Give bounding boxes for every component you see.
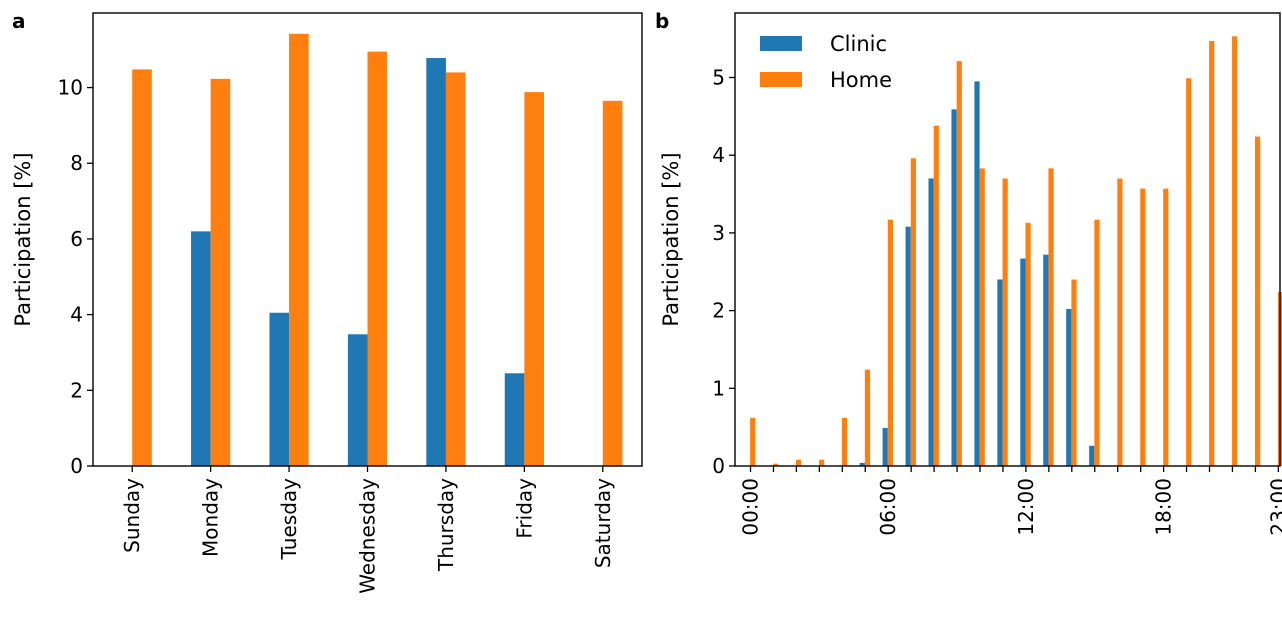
bar-home-hour-11 — [1002, 178, 1008, 467]
x-tick-label: Tuesday — [277, 478, 301, 561]
bar-home-hour-16 — [1117, 178, 1123, 467]
bar-clinic-friday — [504, 373, 525, 466]
bar-clinic-hour-13 — [1043, 254, 1049, 466]
bar-home-hour-0 — [750, 417, 756, 466]
bar-clinic-hour-15 — [1089, 445, 1095, 466]
bar-home-hour-17 — [1140, 188, 1146, 467]
legend: Clinic Home — [760, 32, 892, 92]
x-tick-label: Friday — [512, 478, 536, 539]
bar-home-friday — [524, 92, 544, 466]
bar-home-sunday — [132, 69, 152, 466]
plot-frame — [734, 12, 1281, 467]
y-tick-label: 2 — [712, 299, 725, 323]
bar-clinic-monday — [191, 231, 211, 466]
bar-clinic-hour-8 — [928, 178, 934, 467]
x-tick-label: 18:00 — [1152, 478, 1176, 536]
bar-clinic-hour-14 — [1066, 309, 1072, 466]
panel-a: a Sunday Monday Tuesday Wednesday Thursday Fr… — [11, 9, 643, 594]
bar-home-hour-13 — [1048, 168, 1054, 467]
bar-clinic-hour-9 — [951, 109, 957, 466]
y-tick-label: 1 — [712, 376, 725, 400]
x-tick-label: Thursday — [434, 478, 458, 572]
bar-home-hour-9 — [956, 61, 962, 466]
bar-home-hour-4 — [841, 417, 848, 466]
bar-home-hour-14 — [1071, 279, 1077, 466]
y-tick-label: 0 — [70, 454, 83, 478]
y-tick-label: 5 — [712, 65, 725, 89]
bar-home-hour-2 — [796, 459, 802, 466]
y-tick-label: 4 — [712, 143, 725, 167]
legend-swatch-home — [760, 72, 802, 87]
bar-home-hour-6 — [887, 219, 893, 466]
bar-home-hour-19 — [1186, 78, 1192, 467]
x-tick-label: 23:00 — [1266, 478, 1282, 536]
y-tick-label: 8 — [70, 151, 83, 175]
x-tick-label: Sunday — [120, 478, 144, 553]
y-tick-label: 6 — [70, 227, 83, 251]
y-axis-label: Participation [%] — [11, 152, 35, 326]
bar-home-hour-3 — [818, 459, 825, 466]
bar-home-hour-5 — [864, 369, 871, 466]
bar-clinic-hour-7 — [905, 226, 911, 466]
x-tick-label: 00:00 — [739, 478, 763, 536]
y-tick-label: 0 — [712, 454, 725, 478]
bar-home-hour-22 — [1255, 136, 1261, 466]
y-tick-label: 3 — [712, 221, 725, 245]
bar-clinic-hour-10 — [974, 81, 980, 467]
x-tick-label: Monday — [199, 478, 223, 557]
bar-clinic-wednesday — [347, 334, 368, 466]
bar-home-hour-1 — [773, 463, 779, 466]
bar-home-hour-15 — [1094, 219, 1100, 466]
x-tick-label: 12:00 — [1014, 478, 1038, 536]
bar-home-wednesday — [367, 51, 388, 467]
panel-b-letter: b — [655, 9, 669, 33]
panel-a-letter: a — [12, 9, 26, 33]
legend-swatch-clinic — [760, 36, 802, 51]
bar-clinic-hour-6 — [882, 427, 888, 466]
y-axis-label: Participation [%] — [659, 152, 683, 326]
bar-home-hour-18 — [1163, 188, 1169, 467]
bar-home-hour-8 — [933, 125, 939, 466]
x-tick-label: Saturday — [591, 478, 615, 568]
legend-label-home: Home — [830, 68, 892, 92]
bar-clinic-tuesday — [269, 312, 290, 466]
bar-home-saturday — [602, 100, 623, 466]
x-tick-label: Wednesday — [356, 478, 380, 594]
legend-label-clinic: Clinic — [830, 32, 887, 56]
y-tick-label: 10 — [58, 76, 83, 100]
bar-clinic-hour-5 — [859, 462, 865, 466]
x-tick-label: 06:00 — [876, 478, 900, 536]
y-tick-label: 2 — [70, 378, 83, 402]
bar-clinic-hour-12 — [1020, 258, 1026, 466]
y-tick-label: 4 — [70, 303, 83, 327]
bar-home-hour-20 — [1209, 40, 1215, 466]
bar-clinic-thursday — [426, 58, 446, 466]
plot-frame — [92, 12, 643, 467]
panel-b: b 00:00 06:00 12:00 18:00 23:00 0 1 2 3 4 5 Partici… — [655, 9, 1282, 536]
bar-home-hour-21 — [1232, 36, 1238, 467]
bar-home-thursday — [445, 72, 466, 466]
bar-home-tuesday — [289, 33, 309, 466]
bar-home-monday — [210, 78, 231, 467]
bar-home-hour-7 — [910, 158, 916, 466]
bar-home-hour-10 — [979, 168, 985, 467]
bar-clinic-hour-11 — [997, 279, 1003, 466]
bar-home-hour-12 — [1025, 222, 1031, 466]
